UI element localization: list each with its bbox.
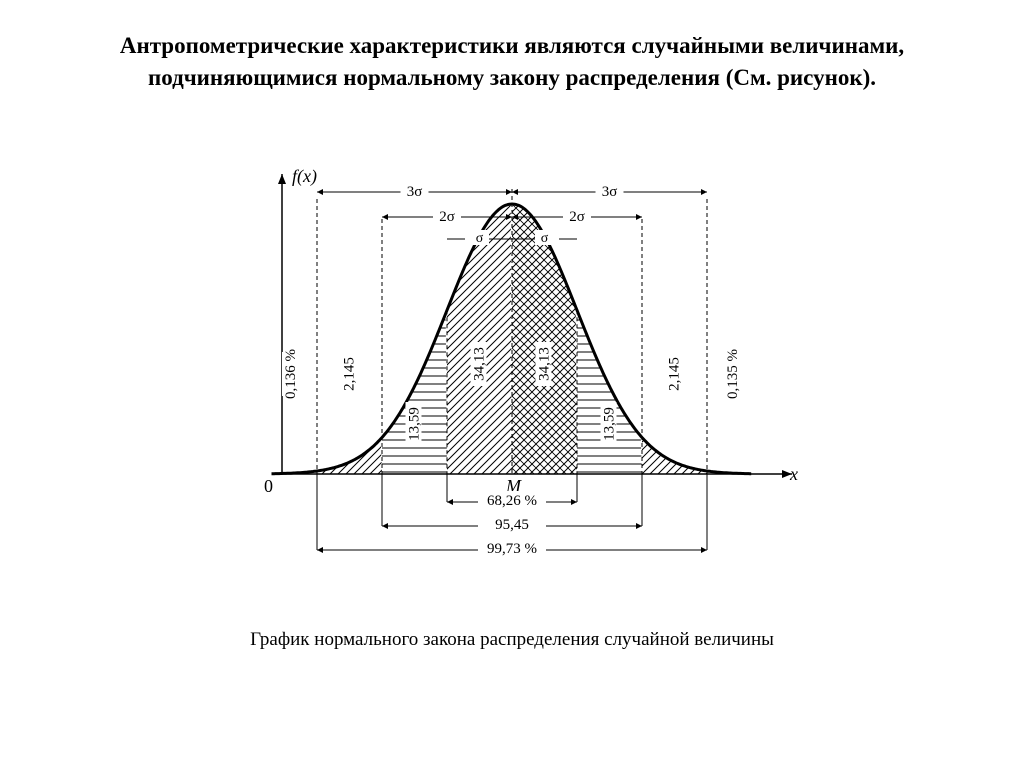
svg-text:0,135 %: 0,135 % <box>725 349 741 399</box>
svg-text:68,26 %: 68,26 % <box>487 493 537 509</box>
chart-caption: График нормального закона распределения … <box>250 629 774 651</box>
svg-text:2σ: 2σ <box>439 209 455 225</box>
chart-container: f(x)0xM3σ3σ2σ2σσσ68,26 %95,4599,73 %34,1… <box>192 124 832 609</box>
svg-text:3σ: 3σ <box>602 184 618 200</box>
svg-text:0: 0 <box>264 476 273 496</box>
svg-text:34,13: 34,13 <box>537 348 553 382</box>
svg-text:3σ: 3σ <box>407 184 423 200</box>
normal-distribution-chart: f(x)0xM3σ3σ2σ2σσσ68,26 %95,4599,73 %34,1… <box>192 124 832 604</box>
svg-text:34,13: 34,13 <box>472 348 488 382</box>
svg-text:0,136 %: 0,136 % <box>283 349 299 399</box>
svg-text:99,73 %: 99,73 % <box>487 541 537 557</box>
svg-text:2,145: 2,145 <box>342 358 358 392</box>
svg-text:f(x): f(x) <box>292 166 317 187</box>
svg-text:13,59: 13,59 <box>602 408 618 442</box>
svg-text:13,59: 13,59 <box>407 408 423 442</box>
svg-text:x: x <box>789 464 798 484</box>
svg-text:95,45: 95,45 <box>495 517 529 533</box>
svg-text:2σ: 2σ <box>569 209 585 225</box>
svg-text:σ: σ <box>541 231 549 246</box>
page-title: Антропометрические характеристики являют… <box>62 30 962 94</box>
svg-text:2,145: 2,145 <box>667 358 683 392</box>
svg-text:σ: σ <box>476 231 484 246</box>
